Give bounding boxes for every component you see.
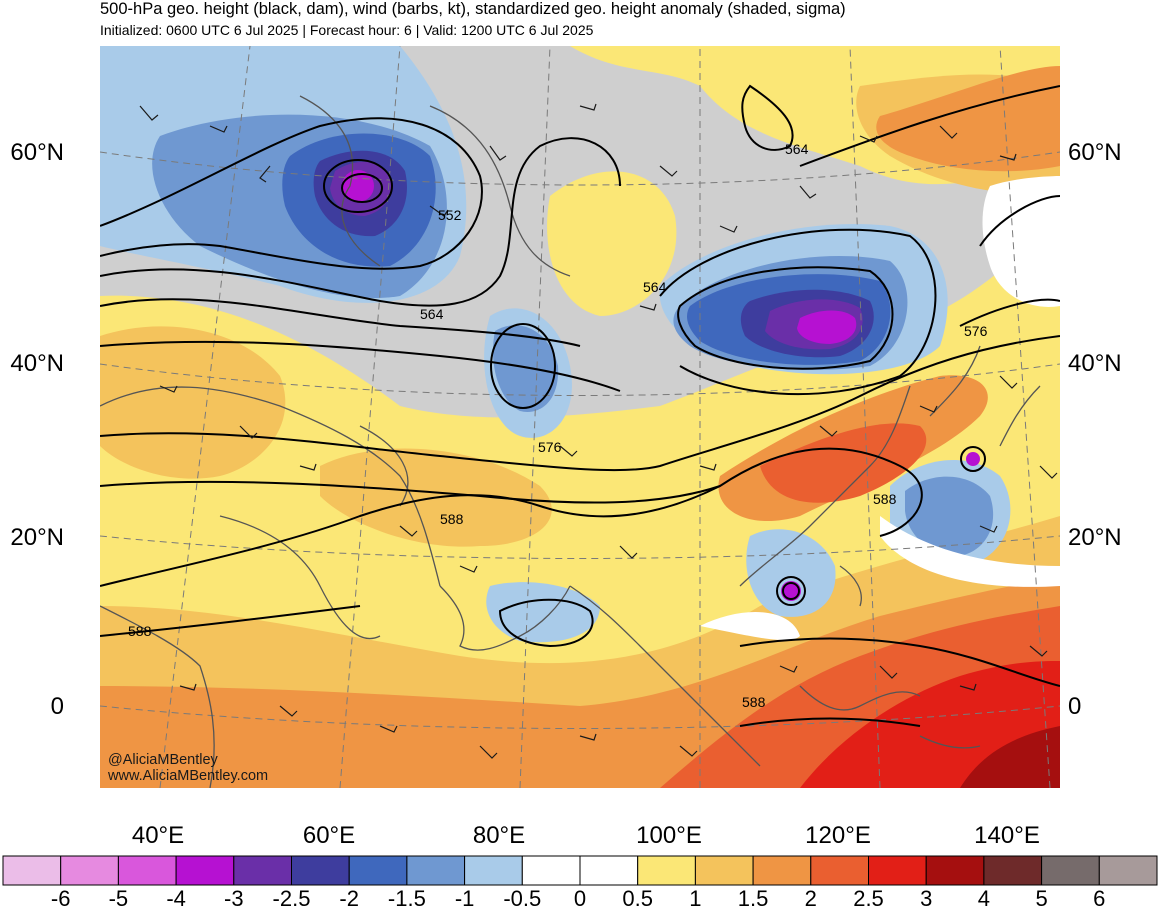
- colorbar-swatch: [348, 855, 408, 886]
- credit-website[interactable]: www.AliciaMBentley.com: [108, 768, 269, 784]
- chart-title: 500-hPa geo. height (black, dam), wind (…: [100, 0, 846, 18]
- colorbar-label: -4: [166, 886, 186, 911]
- contour-label: 564: [643, 279, 667, 295]
- colorbar-label: 5: [1035, 886, 1048, 911]
- lat-label-left: 0: [50, 693, 64, 720]
- colorbar-label: 1: [689, 886, 702, 911]
- negative-anomaly-light-blue-india: [486, 582, 600, 643]
- colorbar-swatch: [868, 855, 927, 886]
- colorbar-swatch: [694, 855, 754, 886]
- lon-label: 40°E: [131, 822, 185, 849]
- chart-subtitle: Initialized: 0600 UTC 6 Jul 2025 | Forec…: [100, 22, 594, 38]
- negative-anomaly-light-blue-scs: [746, 529, 836, 617]
- positive-anomaly-light-orange-west: [100, 326, 286, 479]
- contour-label-group: 552 564 564 564 576 576 588 588 588 588: [128, 141, 988, 710]
- wind-barbs: [139, 103, 1058, 759]
- lon-label: 120°E: [805, 822, 871, 849]
- anomaly-map: 552 564 564 564 576 576 588 588 588 588: [100, 46, 1060, 788]
- colorbar-swatch: [291, 855, 350, 886]
- japan-anomaly-core: [966, 452, 980, 466]
- negative-anomaly-medium-blue-central: [492, 325, 559, 412]
- colorbar-swatch: [752, 855, 812, 886]
- near-zero-anomaly-philippine: [700, 612, 800, 641]
- colorbar-swatch: [406, 855, 466, 886]
- colorbar-swatch: [233, 855, 293, 886]
- lon-label: 140°E: [974, 822, 1040, 849]
- colorbar-swatch: [810, 855, 869, 886]
- colorbar-swatch: [117, 855, 177, 886]
- colorbar-label: 2.5: [853, 886, 884, 911]
- colorbar-label: -1: [454, 886, 475, 911]
- colorbar-swatch: [521, 855, 581, 886]
- contour-label: 588: [440, 511, 464, 527]
- colorbar-label: 0.5: [622, 886, 653, 911]
- lat-label-right: 20°N: [1068, 524, 1122, 551]
- credit-handle: @AliciaMBentley: [108, 752, 218, 768]
- lon-label: 100°E: [636, 822, 702, 849]
- negative-anomaly-magenta-west: [342, 170, 374, 202]
- lat-label-right: 60°N: [1068, 139, 1122, 166]
- contour-label: 564: [785, 141, 809, 157]
- colorbar-label: -3: [224, 886, 244, 911]
- lat-label-right: 0: [1068, 693, 1082, 720]
- coastlines: [100, 95, 1041, 788]
- lat-label-left: 20°N: [10, 524, 64, 551]
- positive-anomaly-orange-ne: [876, 66, 1060, 172]
- colorbar-label: 0: [573, 886, 587, 911]
- colorbar-label: -0.5: [503, 886, 542, 911]
- positive-anomaly-yellow-central: [547, 171, 677, 316]
- near-zero-anomaly-ne: [982, 176, 1060, 307]
- lon-label: 80°E: [472, 822, 526, 849]
- colorbar-swatch: [1098, 855, 1158, 886]
- negative-anomaly-medium-blue-japan: [905, 476, 994, 556]
- contour-label: 588: [742, 694, 766, 710]
- graticule: [100, 46, 1060, 788]
- lat-label-left: 40°N: [10, 350, 64, 377]
- positive-anomaly-red-orange-china: [760, 423, 927, 503]
- colorbar-swatch: [1041, 855, 1100, 886]
- lat-label-right: 40°N: [1068, 350, 1122, 377]
- colorbar-label: -1.5: [387, 886, 426, 911]
- colorbar-label: -2.5: [272, 886, 311, 911]
- colorbar-label: 4: [977, 886, 991, 911]
- negative-anomaly-magenta-east: [797, 310, 857, 344]
- colorbar-label: -5: [108, 886, 129, 911]
- near-zero-anomaly-ocean: [880, 516, 1060, 587]
- anomaly-map-svg: 552 564 564 564 576 576 588 588 588 588: [100, 46, 1060, 788]
- lat-label-left: 60°N: [10, 139, 64, 166]
- colorbar-swatch: [60, 855, 119, 886]
- colorbar-label: 6: [1093, 886, 1106, 911]
- colorbar-label: -2: [339, 886, 359, 911]
- contour-label: 576: [538, 439, 562, 455]
- colorbar: [2, 855, 1158, 886]
- lon-label: 60°E: [302, 822, 356, 849]
- colorbar-swatch: [637, 855, 696, 886]
- colorbar-swatch: [579, 855, 639, 886]
- colorbar-swatch: [925, 855, 985, 886]
- contour-label: 588: [873, 491, 897, 507]
- contour-label: 588: [128, 623, 152, 639]
- height-contours: [100, 84, 1060, 727]
- contour-label: 552: [438, 207, 462, 223]
- colorbar-swatch: [2, 855, 62, 886]
- colorbar-label: 2: [804, 886, 817, 911]
- colorbar-swatch: [983, 855, 1043, 886]
- colorbar-swatch: [464, 855, 523, 886]
- contour-label: 564: [420, 306, 444, 322]
- contour-label: 576: [964, 323, 988, 339]
- colorbar-label: -6: [50, 886, 71, 911]
- positive-anomaly-dark-red: [960, 726, 1060, 788]
- colorbar-label: 1.5: [737, 886, 769, 911]
- colorbar-label: 3: [920, 886, 933, 911]
- colorbar-swatch: [175, 855, 235, 886]
